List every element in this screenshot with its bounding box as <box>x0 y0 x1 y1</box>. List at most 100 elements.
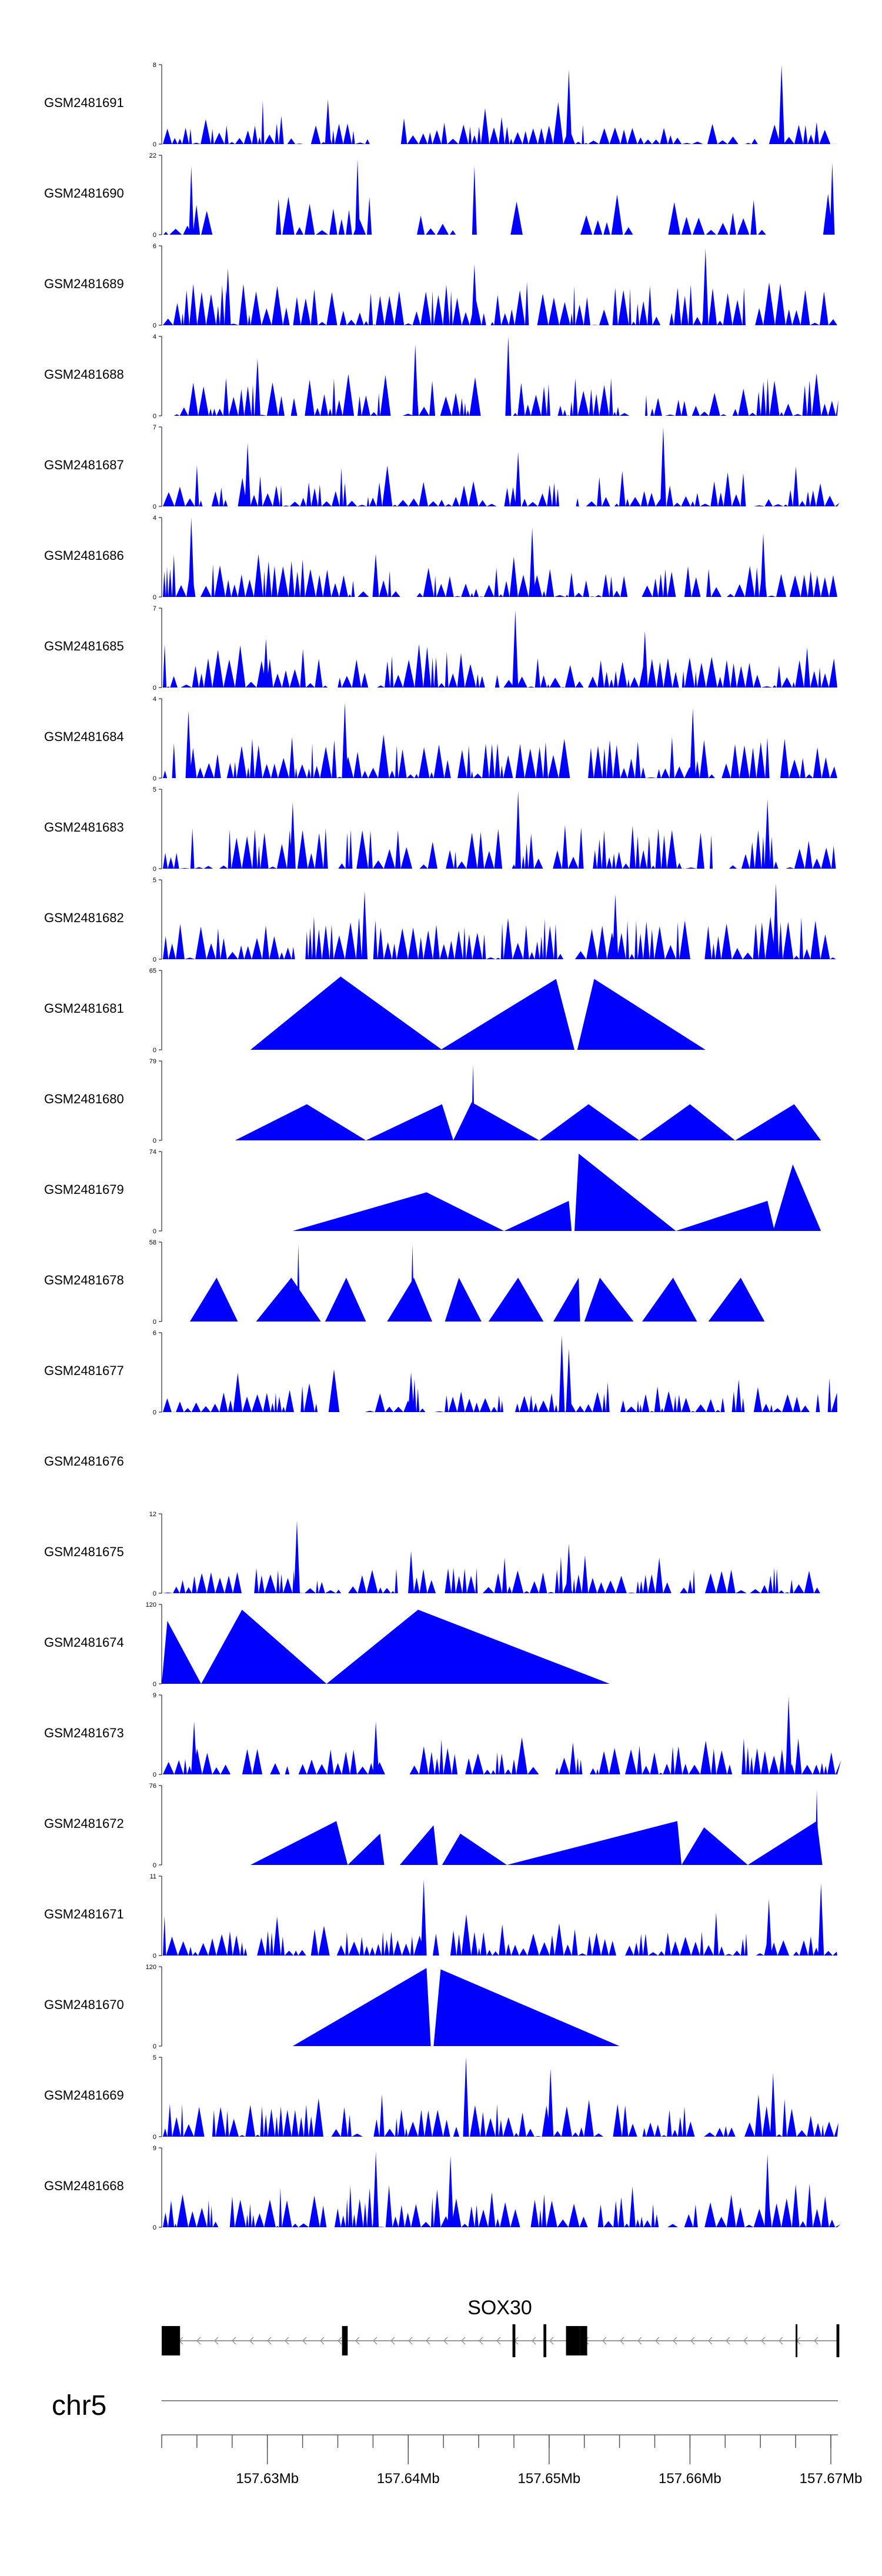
signal-area <box>163 282 837 325</box>
strand-arrow <box>725 2337 730 2345</box>
coverage-triangle <box>250 1821 348 1865</box>
y-tick-max: 5 <box>153 2054 156 2061</box>
signal-peak <box>408 1372 415 1412</box>
signal-peak <box>603 222 610 235</box>
signal-peak <box>447 2155 454 2227</box>
coverage-triangle <box>442 1833 507 1865</box>
signal-peak <box>436 223 449 235</box>
y-tick-max: 65 <box>149 967 156 975</box>
coverage-triangle <box>250 976 442 1050</box>
exon <box>342 2326 348 2355</box>
y-tick-min: 0 <box>153 1590 156 1597</box>
track-label: GSM2481685 <box>44 639 124 653</box>
strand-arrow <box>690 2337 695 2345</box>
genomic-x-axis: 157.63Mb 157.64Mb 157.65Mb 157.66Mb 157.67Mb <box>161 2434 862 2487</box>
coverage-triangle <box>453 1102 540 1140</box>
signal-peak <box>737 218 750 235</box>
y-tick-max: 9 <box>153 1692 156 1699</box>
strand-arrow <box>743 2337 748 2345</box>
signal-peak <box>750 199 757 235</box>
x-tick-label: 157.63Mb <box>236 2471 299 2487</box>
exon <box>512 2324 516 2357</box>
signal-peak <box>471 264 477 325</box>
exon <box>580 2326 587 2355</box>
y-tick-min: 0 <box>153 956 156 963</box>
track-label: GSM2481675 <box>44 1544 124 1559</box>
coverage-triangle <box>399 1825 438 1865</box>
signal-area <box>163 373 838 416</box>
signal-peak <box>193 205 201 235</box>
signal-peak <box>342 702 348 778</box>
signal-peak <box>510 201 523 235</box>
signal-peak <box>410 1244 415 1322</box>
signal-peak <box>529 527 536 597</box>
signal-peak <box>766 1899 772 1956</box>
coverage-triangle <box>445 1277 482 1322</box>
coverage-triangle <box>553 1277 580 1322</box>
track-label: GSM2481686 <box>44 548 124 563</box>
signal-peak <box>566 69 572 144</box>
coverage-triangle <box>773 1164 821 1231</box>
track-GSM2481675: GSM2481675 12 0 <box>44 1511 837 1597</box>
track-GSM2481683: GSM2481683 5 0 <box>44 786 841 873</box>
x-tick-label: 157.64Mb <box>377 2471 440 2487</box>
coverage-triangle <box>504 1200 572 1231</box>
track-GSM2481672: GSM2481672 76 0 <box>44 1783 823 1869</box>
strand-arrow <box>460 2337 466 2345</box>
signal-area <box>163 553 837 597</box>
signal-peak <box>426 228 436 235</box>
chromosome-label: chr5 <box>52 2390 106 2421</box>
coverage-triangle <box>189 1277 238 1322</box>
track-GSM2481679: GSM2481679 74 0 <box>44 1149 821 1235</box>
coverage-triangle <box>433 1969 620 2046</box>
signal-peak <box>245 443 251 506</box>
y-tick-max: 4 <box>153 333 156 341</box>
track-label: GSM2481673 <box>44 1726 124 1740</box>
y-tick-min: 0 <box>153 685 156 692</box>
track-label: GSM2481676 <box>44 1454 124 1469</box>
strand-arrow <box>619 2337 624 2345</box>
signal-area <box>163 465 840 506</box>
signal-peak <box>779 65 785 144</box>
exon <box>796 2324 798 2357</box>
signal-peak <box>169 229 182 235</box>
y-tick-min: 0 <box>153 322 156 329</box>
track-GSM2481685: GSM2481685 7 0 <box>44 605 837 692</box>
signal-peak <box>373 1721 379 1774</box>
track-label: GSM2481691 <box>44 95 124 110</box>
track-GSM2481681: GSM2481681 65 0 <box>44 967 706 1054</box>
track-label: GSM2481682 <box>44 910 124 925</box>
signal-area <box>163 2094 838 2137</box>
signal-peak <box>681 216 691 235</box>
signal-peak <box>547 2068 554 2137</box>
signal-peak <box>515 452 522 506</box>
coverage-triangle <box>735 1104 821 1140</box>
strand-arrow <box>337 2337 342 2345</box>
signal-peak <box>185 710 192 778</box>
track-GSM2481688: GSM2481688 4 0 <box>44 333 838 420</box>
track-GSM2481686: GSM2481686 4 0 <box>44 515 837 601</box>
y-tick-max: 7 <box>153 424 156 431</box>
coverage-triangle <box>235 1104 366 1140</box>
signal-peak <box>702 248 709 325</box>
signal-peak <box>420 1880 427 1956</box>
signal-area <box>163 1369 837 1412</box>
strand-arrow <box>778 2337 783 2345</box>
strand-arrow <box>266 2337 272 2345</box>
signal-area <box>163 735 837 778</box>
y-tick-max: 6 <box>153 1330 156 1337</box>
coverage-triangle <box>366 1104 453 1140</box>
strand-arrow <box>390 2337 395 2345</box>
signal-peak <box>693 218 705 235</box>
signal-peak <box>338 219 345 235</box>
gene-label: SOX30 <box>467 2297 532 2319</box>
strand-arrow <box>496 2337 501 2345</box>
strand-arrow <box>637 2337 642 2345</box>
coverage-triangle <box>488 1277 544 1322</box>
signal-peak <box>764 799 771 869</box>
track-GSM2481690: GSM2481690 22 0 <box>44 152 835 239</box>
track-label: GSM2481679 <box>44 1182 124 1197</box>
coverage-triangle <box>162 1621 202 1684</box>
strand-arrow <box>284 2337 289 2345</box>
